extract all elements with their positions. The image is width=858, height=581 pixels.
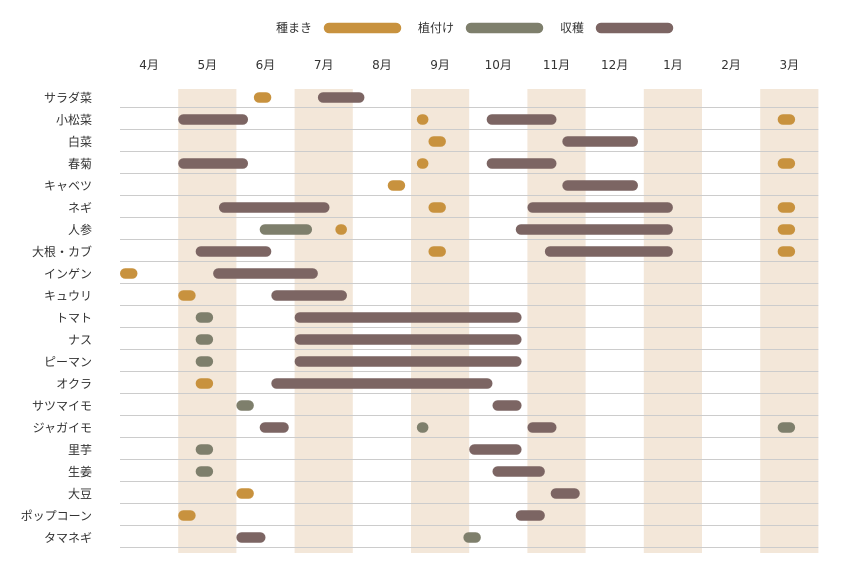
crop-label: ポップコーン: [21, 509, 92, 523]
crop-label: 生姜: [68, 465, 92, 479]
legend-label-sow: 種まき: [276, 21, 312, 35]
month-tick-label: 10月: [485, 58, 512, 72]
crop-label: 春菊: [68, 157, 92, 171]
period-bars: [120, 92, 796, 543]
month-tick-label: 4月: [139, 58, 159, 72]
legend-label-plant: 植付け: [418, 20, 454, 35]
shade-column-9: [643, 89, 702, 553]
row-gridlines: [120, 107, 819, 548]
crop-label: インゲン: [44, 267, 92, 281]
crop-label: ジャガイモ: [33, 421, 92, 435]
month-tick-label: 7月: [314, 58, 334, 72]
crop-label: サツマイモ: [32, 399, 92, 413]
crop-label: キュウリ: [44, 289, 92, 303]
legend-label-harvest: 収穫: [560, 21, 584, 35]
month-tick-label: 12月: [601, 58, 628, 72]
month-axis: 4月 5月 6月 7月 8月 9月 10月 11月 12月 1月 2月 3月: [139, 58, 799, 72]
crop-label: ナス: [68, 333, 92, 347]
legend: 種まき 植付け 収穫: [276, 20, 674, 35]
crop-label: 大豆: [68, 487, 92, 501]
crop-label: 人参: [68, 222, 92, 237]
crop-label: 白菜: [68, 134, 92, 149]
shaded-month-columns: [178, 89, 819, 553]
crop-label: オクラ: [56, 377, 92, 391]
month-tick-label: 11月: [543, 58, 570, 72]
crop-label: タマネギ: [44, 531, 92, 545]
crop-labels: サラダ菜小松菜白菜春菊キャベツネギ人参大根・カブインゲンキュウリトマトナスピーマ…: [21, 90, 92, 545]
month-tick-label: 5月: [197, 58, 217, 72]
month-tick-label: 3月: [779, 58, 799, 72]
crop-label: サラダ菜: [44, 90, 92, 105]
month-tick-label: 2月: [721, 58, 741, 72]
crop-label: 小松菜: [56, 113, 92, 127]
month-tick-label: 6月: [256, 58, 276, 72]
month-tick-label: 9月: [430, 58, 450, 72]
month-tick-label: 8月: [372, 58, 392, 72]
crop-label: キャベツ: [44, 179, 92, 193]
crop-label: 里芋: [68, 443, 92, 457]
crop-label: トマト: [56, 311, 92, 325]
crop-label: ピーマン: [44, 355, 92, 369]
month-tick-label: 1月: [663, 58, 683, 72]
crop-label: ネギ: [68, 201, 92, 215]
crop-label: 大根・カブ: [32, 244, 92, 259]
